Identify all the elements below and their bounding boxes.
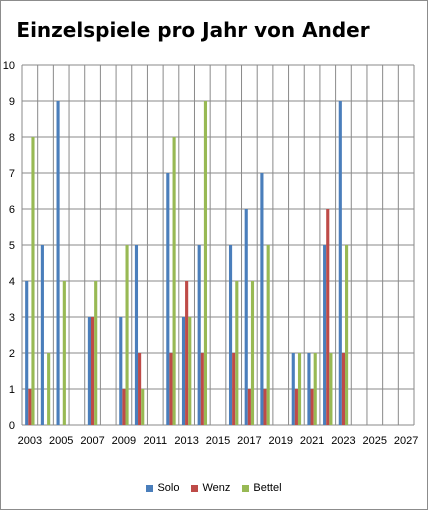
y-tick-label: 4 [9, 276, 15, 288]
bar-bettel [313, 353, 317, 425]
x-tick-label: 2019 [268, 435, 292, 447]
y-tick-label: 6 [9, 204, 15, 216]
y-tick-label: 1 [9, 384, 15, 396]
x-tick-label: 2005 [49, 435, 73, 447]
x-tick-label: 2021 [300, 435, 324, 447]
legend-label: Bettel [253, 482, 282, 494]
bar-bettel [329, 353, 333, 425]
bar-bettel [250, 281, 255, 425]
bar-bettel [125, 245, 129, 425]
chart-legend: Solo Wenz Bettel [0, 482, 428, 494]
bar-wenz [294, 389, 298, 425]
bar-solo [323, 245, 327, 425]
bar-wenz [310, 389, 314, 425]
x-tick-label: 2017 [237, 435, 261, 447]
chart-title: Einzelspiele pro Jahr von Ander [16, 18, 370, 42]
bar-solo [119, 317, 123, 425]
bar-solo [197, 245, 201, 425]
bar-solo [166, 173, 170, 425]
bar-bettel [172, 137, 176, 425]
x-tick-label: 2007 [80, 435, 104, 447]
x-tick-label: 2027 [394, 435, 418, 447]
bar-bettel [31, 137, 35, 425]
bar-solo [40, 245, 44, 425]
bar-bettel [141, 389, 145, 425]
bar-bettel [188, 317, 192, 425]
legend-swatch [191, 484, 199, 492]
bar-bettel [94, 281, 98, 425]
bar-solo [56, 101, 60, 425]
bar-wenz [90, 317, 95, 425]
bar-bettel [47, 353, 51, 425]
bar-solo [87, 317, 91, 425]
bar-solo [181, 317, 186, 425]
bar-solo [134, 245, 139, 425]
bar-wenz [28, 389, 32, 425]
bar-solo [228, 245, 233, 425]
legend-swatch [146, 484, 154, 492]
bar-solo [291, 353, 295, 425]
bar-solo [307, 353, 311, 425]
legend-item-solo: Solo [146, 482, 179, 494]
y-tick-label: 10 [3, 60, 15, 72]
y-tick-label: 8 [9, 132, 15, 144]
bar-bettel [297, 353, 302, 425]
bar-wenz [200, 353, 204, 425]
bar-bettel [235, 281, 239, 425]
y-tick-label: 7 [9, 168, 15, 180]
y-tick-label: 2 [9, 348, 15, 360]
bar-solo [260, 173, 264, 425]
bar-wenz [138, 353, 142, 425]
bar-solo [338, 101, 342, 425]
bar-solo [244, 209, 248, 425]
legend-label: Solo [157, 482, 180, 494]
x-tick-label: 2011 [143, 435, 167, 447]
x-tick-label: 2013 [174, 435, 198, 447]
x-tick-label: 2003 [18, 435, 42, 447]
bar-wenz [232, 353, 236, 425]
bar-bettel [62, 281, 66, 425]
bar-wenz [122, 389, 126, 425]
y-tick-label: 0 [9, 420, 15, 432]
bar-wenz [341, 353, 346, 425]
legend-swatch [242, 484, 250, 492]
bar-wenz [263, 389, 267, 425]
bar-wenz [185, 281, 189, 425]
bar-wenz [326, 209, 330, 425]
legend-item-wenz: Wenz [191, 482, 230, 494]
y-tick-label: 3 [9, 312, 15, 324]
legend-label: Wenz [202, 482, 231, 494]
x-tick-label: 2023 [331, 435, 355, 447]
bar-bettel [345, 245, 349, 425]
bar-wenz [247, 389, 251, 425]
y-tick-label: 5 [9, 240, 15, 252]
x-tick-label: 2009 [112, 435, 136, 447]
bar-bettel [266, 245, 270, 425]
bar-bettel [203, 101, 208, 425]
bar-wenz [169, 353, 173, 425]
x-tick-label: 2025 [363, 435, 387, 447]
y-tick-label: 9 [9, 96, 15, 108]
bar-solo [25, 281, 29, 425]
legend-item-bettel: Bettel [242, 482, 282, 494]
x-tick-label: 2015 [206, 435, 230, 447]
